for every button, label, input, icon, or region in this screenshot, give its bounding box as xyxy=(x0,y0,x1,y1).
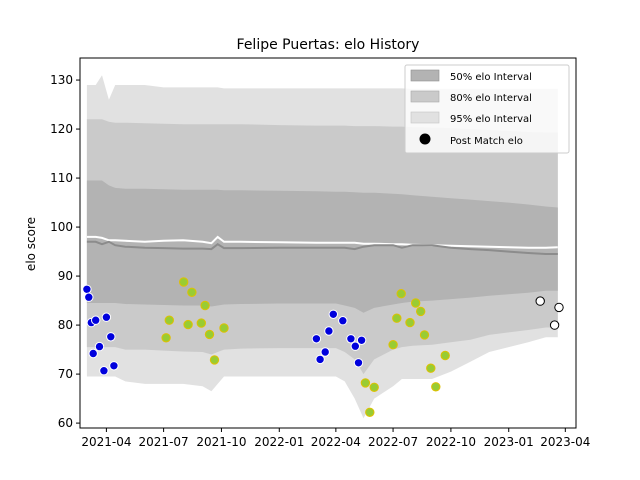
y-tick-label: 120 xyxy=(50,122,73,136)
post-match-point xyxy=(88,348,98,359)
legend-swatch-80 xyxy=(410,90,440,103)
post-match-point xyxy=(350,341,360,351)
post-match-point xyxy=(549,320,560,330)
y-tick-label: 130 xyxy=(50,73,73,87)
post-match-points xyxy=(82,277,564,417)
x-tick-label: 2021-04 xyxy=(81,435,131,449)
chart-title: Felipe Puertas: elo History xyxy=(237,37,420,53)
y-tick-label: 100 xyxy=(50,220,73,234)
x-tick-label: 2022-10 xyxy=(426,435,476,449)
x-tick-label: 2022-04 xyxy=(311,435,361,449)
post-match-point xyxy=(419,330,430,340)
x-tick-label: 2023-04 xyxy=(540,435,590,449)
post-match-point xyxy=(82,284,92,294)
elo-lines xyxy=(86,235,558,255)
legend-label-95: 95% elo Interval xyxy=(450,114,532,125)
post-match-point xyxy=(106,332,116,342)
post-match-point xyxy=(324,326,334,336)
y-tick-label: 110 xyxy=(50,171,73,185)
legend-box xyxy=(404,64,570,154)
x-tick-label: 2023-01 xyxy=(484,435,534,449)
plot-frame xyxy=(79,57,577,429)
y-tick-label: 80 xyxy=(58,318,73,332)
post-match-point xyxy=(311,334,322,344)
post-match-point xyxy=(440,350,450,361)
post-match-point xyxy=(431,382,441,392)
post-match-point xyxy=(91,315,101,325)
post-match-point xyxy=(101,312,112,322)
post-match-point xyxy=(320,347,330,357)
legend-marker-post-match xyxy=(419,133,431,145)
post-match-point xyxy=(161,333,171,343)
legend-label-post-match: Post Match elo xyxy=(450,136,523,147)
post-match-point xyxy=(353,358,364,368)
x-tick-label: 2022-01 xyxy=(254,435,304,449)
post-match-point xyxy=(369,382,379,392)
post-match-point xyxy=(365,407,375,417)
post-match-point xyxy=(109,361,119,371)
post-match-point xyxy=(84,292,94,302)
legend-label-80: 80% elo Interval xyxy=(450,93,532,104)
post-match-point xyxy=(338,316,348,326)
post-match-point xyxy=(416,306,426,317)
y-tick-label: 70 xyxy=(58,367,73,381)
post-match-point xyxy=(200,300,210,311)
post-match-point xyxy=(209,355,220,365)
post-match-point xyxy=(554,302,564,313)
y-axis-label: elo score xyxy=(24,217,38,271)
x-tick-label: 2021-10 xyxy=(196,435,246,449)
elo-upper-line xyxy=(86,235,558,249)
post-match-point xyxy=(360,378,371,388)
post-match-point xyxy=(356,335,367,345)
post-match-point xyxy=(426,363,436,373)
post-match-point xyxy=(94,341,105,352)
elo-mean-line xyxy=(86,240,558,255)
post-match-point xyxy=(164,315,175,325)
y-tick-label: 60 xyxy=(58,416,73,430)
post-match-point xyxy=(219,323,229,333)
band-50 xyxy=(86,180,558,313)
x-tick-label: 2021-07 xyxy=(139,435,189,449)
post-match-point xyxy=(204,329,215,340)
post-match-point xyxy=(392,313,402,323)
post-match-point xyxy=(315,354,325,365)
post-match-point xyxy=(187,287,197,297)
post-match-point xyxy=(196,318,207,328)
post-match-point xyxy=(411,298,421,308)
legend: 50% elo Interval 80% elo Interval 95% el… xyxy=(404,64,570,154)
post-match-point xyxy=(99,366,109,376)
post-match-point xyxy=(388,340,398,350)
y-tick-label: 90 xyxy=(58,269,73,283)
post-match-point xyxy=(183,319,193,330)
legend-label-50: 50% elo Interval xyxy=(450,72,532,83)
plot-area xyxy=(82,75,564,419)
post-match-point xyxy=(328,309,338,319)
legend-swatch-95 xyxy=(410,111,440,124)
legend-swatch-50 xyxy=(410,69,440,82)
x-tick-label: 2022-07 xyxy=(368,435,418,449)
post-match-point xyxy=(405,317,415,328)
x-axis: 2021-04 2021-07 2021-10 2022-01 2022-04 2022-… xyxy=(81,428,590,449)
post-match-point xyxy=(396,289,406,299)
post-match-point xyxy=(346,334,356,344)
post-match-point xyxy=(535,296,545,306)
post-match-point xyxy=(179,277,189,287)
y-axis: 60 70 80 90 100 110 120 130 xyxy=(50,73,80,430)
